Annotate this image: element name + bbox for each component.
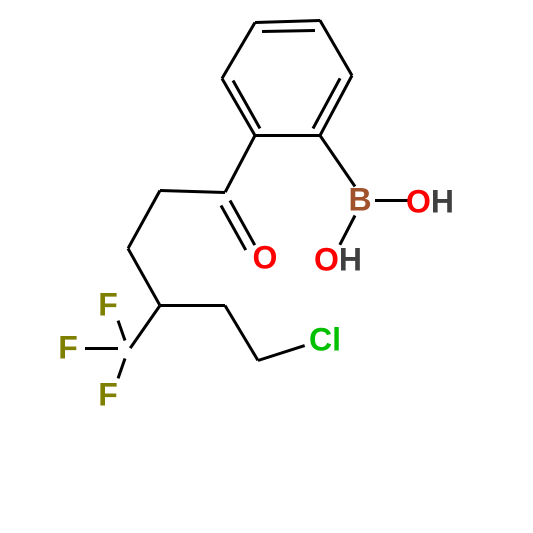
- bond: [117, 358, 127, 379]
- atom-O: O: [253, 240, 278, 277]
- bond: [319, 19, 354, 76]
- bond: [160, 189, 225, 194]
- bond: [85, 347, 118, 350]
- atom-F3: F: [98, 377, 118, 414]
- bond: [221, 21, 257, 79]
- bond: [339, 214, 357, 244]
- atom-Cl: Cl: [309, 322, 341, 359]
- atom-F1: F: [98, 287, 118, 324]
- bond: [224, 304, 260, 361]
- bond: [375, 199, 408, 202]
- bond: [127, 189, 162, 248]
- atom-B: B: [348, 182, 371, 219]
- bond: [160, 304, 225, 307]
- bond: [224, 134, 257, 192]
- bond: [127, 247, 162, 305]
- bond: [255, 19, 320, 24]
- bond: [221, 77, 257, 135]
- bond: [258, 344, 306, 362]
- bond: [255, 134, 320, 137]
- atom-F2: F: [58, 330, 78, 367]
- bond: [117, 320, 127, 341]
- atom-OH2: OH: [314, 242, 362, 279]
- bond: [129, 304, 161, 349]
- bond: [319, 134, 356, 187]
- atom-OH1: OH: [406, 184, 454, 221]
- bond: [262, 29, 315, 33]
